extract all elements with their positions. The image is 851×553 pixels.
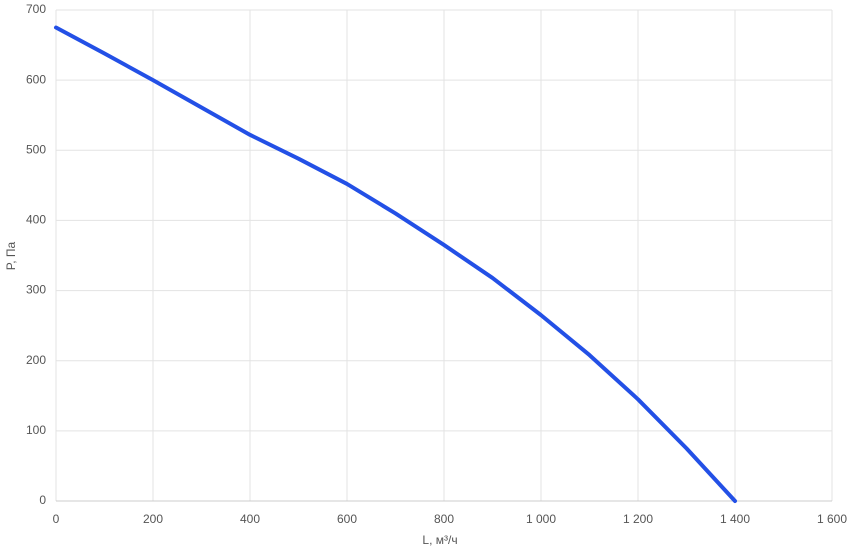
- x-tick-label: 1 600: [817, 512, 847, 526]
- x-tick-label: 1 000: [526, 512, 556, 526]
- y-tick-label: 600: [26, 72, 46, 86]
- x-tick-label: 0: [53, 512, 60, 526]
- y-tick-label: 400: [26, 213, 46, 227]
- y-tick-label: 0: [39, 493, 46, 507]
- x-tick-label: 800: [434, 512, 454, 526]
- y-tick-label: 200: [26, 353, 46, 367]
- x-axis-label: L, м³/ч: [422, 533, 457, 547]
- x-tick-label: 400: [240, 512, 260, 526]
- y-tick-label: 700: [26, 2, 46, 16]
- y-tick-label: 100: [26, 423, 46, 437]
- x-tick-label: 1 200: [623, 512, 653, 526]
- x-tick-label: 200: [143, 512, 163, 526]
- y-tick-label: 300: [26, 283, 46, 297]
- x-tick-label: 1 400: [720, 512, 750, 526]
- series-line: [54, 25, 737, 503]
- y-tick-label: 500: [26, 142, 46, 156]
- x-tick-label: 600: [337, 512, 357, 526]
- y-axis-label: P, Па: [4, 241, 18, 270]
